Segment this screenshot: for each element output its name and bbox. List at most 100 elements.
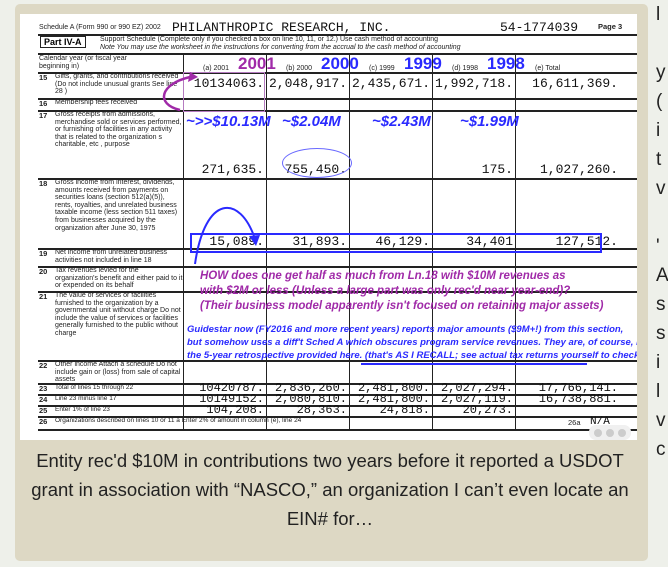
annotation-amount: ~$1.99M <box>460 113 519 130</box>
row-label: Membership fees received <box>55 99 138 106</box>
cell-value: 24,818. <box>379 403 430 417</box>
column-divider <box>266 53 267 429</box>
text-fragment: l <box>656 4 661 25</box>
row-divider <box>38 405 637 407</box>
text-fragment: v <box>656 410 666 431</box>
line-number: 26 <box>39 417 48 426</box>
cell-value: 2,027,119. <box>440 392 513 406</box>
highlight-box-line18 <box>190 233 602 253</box>
text-fragment <box>656 203 668 232</box>
note: Note You may use the worksheet in the in… <box>100 44 461 51</box>
text-fragment: v <box>656 178 666 199</box>
cell-value: 20,273. <box>462 403 513 417</box>
row-divider <box>38 266 637 268</box>
line-number: 20 <box>39 267 48 276</box>
dot-icon <box>606 428 614 437</box>
row-label: Gifts, grants, and contributions receive… <box>55 73 179 96</box>
annotation-question: with $2M or less (Unless a large part wa… <box>200 285 571 297</box>
annotation-guidestar: the 5-year retrospective provided here. … <box>187 350 637 361</box>
row-divider <box>38 394 637 396</box>
row-divider <box>38 110 637 112</box>
row-label: Net income from unrelated business activ… <box>55 249 168 264</box>
page-number: Page 3 <box>598 22 623 31</box>
annotation-arrows <box>162 72 260 265</box>
line-number: 19 <box>39 249 48 258</box>
row-divider <box>38 416 637 418</box>
cell-value: 175. <box>481 162 513 177</box>
text-fragment: A <box>656 265 668 286</box>
image-caption: Entity rec'd $10M in contributions two y… <box>31 450 629 529</box>
line-number: 17 <box>39 111 48 120</box>
ein: 54-1774039 <box>500 20 579 35</box>
text-fragment: i <box>656 352 661 373</box>
annotation-question: HOW does one get half as much from Ln.18… <box>200 270 566 282</box>
dot-icon <box>618 428 626 437</box>
cell-value: 10420787. <box>199 381 264 395</box>
circle-755450 <box>282 148 352 178</box>
row-label: Gross receipts from admissions, merchand… <box>55 111 182 149</box>
text-fragment: c <box>656 439 666 460</box>
line-number: 15 <box>39 73 48 82</box>
line-number: 22 <box>39 361 48 370</box>
cell-value: 17,766,141. <box>538 381 618 395</box>
text-fragment <box>656 29 668 58</box>
line-number: 16 <box>39 99 48 108</box>
annotation-year: 1999 <box>404 54 442 73</box>
row-divider <box>38 72 637 74</box>
cell-value: 34,401 <box>466 234 513 249</box>
divider <box>38 53 637 55</box>
annotation-amount: ~$2.43M <box>372 113 431 130</box>
annotation-guidestar: but somehow uses a diff't Sched A which … <box>187 337 637 348</box>
cell-value: 2,080,810. <box>274 392 347 406</box>
cell-value: 2,481,800. <box>357 392 430 406</box>
calendar-label: Calendar year (or fiscal year beginning … <box>39 55 127 70</box>
row-label: Organizations described on lines 10 or 1… <box>55 417 302 424</box>
column-divider <box>515 53 516 429</box>
row-divider <box>38 248 637 250</box>
text-fragment: ( <box>656 91 663 112</box>
row-label: The value of services or facilities furn… <box>55 292 181 337</box>
cell-value: 16,738,881. <box>538 392 618 406</box>
annotation-guidestar: Guidestar now (FY2016 and more recent ye… <box>187 324 624 335</box>
row-label: Other income Attach a schedule Do not in… <box>55 361 181 384</box>
cell-value: 2,836,260. <box>274 381 347 395</box>
cell-value: 28,363. <box>296 403 347 417</box>
annotation-question: (Their business model apparently isn't f… <box>200 300 604 312</box>
column-header: (d) 1998 <box>452 65 479 72</box>
line-number: 23 <box>39 384 48 393</box>
cell-value: 10134063. <box>193 76 264 91</box>
cell-value: 2,027,294. <box>440 381 513 395</box>
column-header: (a) 2001 <box>203 65 230 72</box>
underline <box>361 363 587 365</box>
row-divider <box>38 383 637 385</box>
cell-value: 10149152. <box>199 392 264 406</box>
column-header: (e) Total <box>535 65 561 72</box>
row-divider <box>38 360 637 362</box>
cell-value: 46,129. <box>375 234 430 249</box>
dot-icon <box>594 428 602 437</box>
cell-value: 2,048,917. <box>268 76 347 91</box>
text-fragment: ' <box>656 236 660 257</box>
text-fragment: l <box>656 381 661 402</box>
organization-name: PHILANTHROPIC RESEARCH, INC. <box>172 20 391 35</box>
annotation-year: 2000 <box>321 54 359 73</box>
column-divider <box>183 53 184 429</box>
row-label: Enter 1% of line 23 <box>55 406 110 413</box>
column-header: (b) 2000 <box>286 65 313 72</box>
more-options-button[interactable] <box>589 425 631 440</box>
support-title: Support Schedule (Complete only if you c… <box>100 36 439 43</box>
cell-value: 271,635. <box>201 162 264 177</box>
text-fragment: t <box>656 149 662 170</box>
line-number: 21 <box>39 292 48 301</box>
cell-value: 2,435,671. <box>351 76 430 91</box>
row-divider <box>38 98 637 100</box>
line-26a: 26a <box>568 418 581 427</box>
row-label: Total of lines 15 through 22 <box>55 384 134 391</box>
annotation-year: 2001 <box>238 54 276 73</box>
form-header: Schedule A (Form 990 or 990 EZ) 2002 <box>39 24 161 31</box>
part-label: Part IV-A <box>40 36 86 48</box>
cell-value: 104,208. <box>206 403 264 417</box>
annotation-year: 1998 <box>487 54 525 73</box>
column-header: (c) 1999 <box>369 65 395 72</box>
